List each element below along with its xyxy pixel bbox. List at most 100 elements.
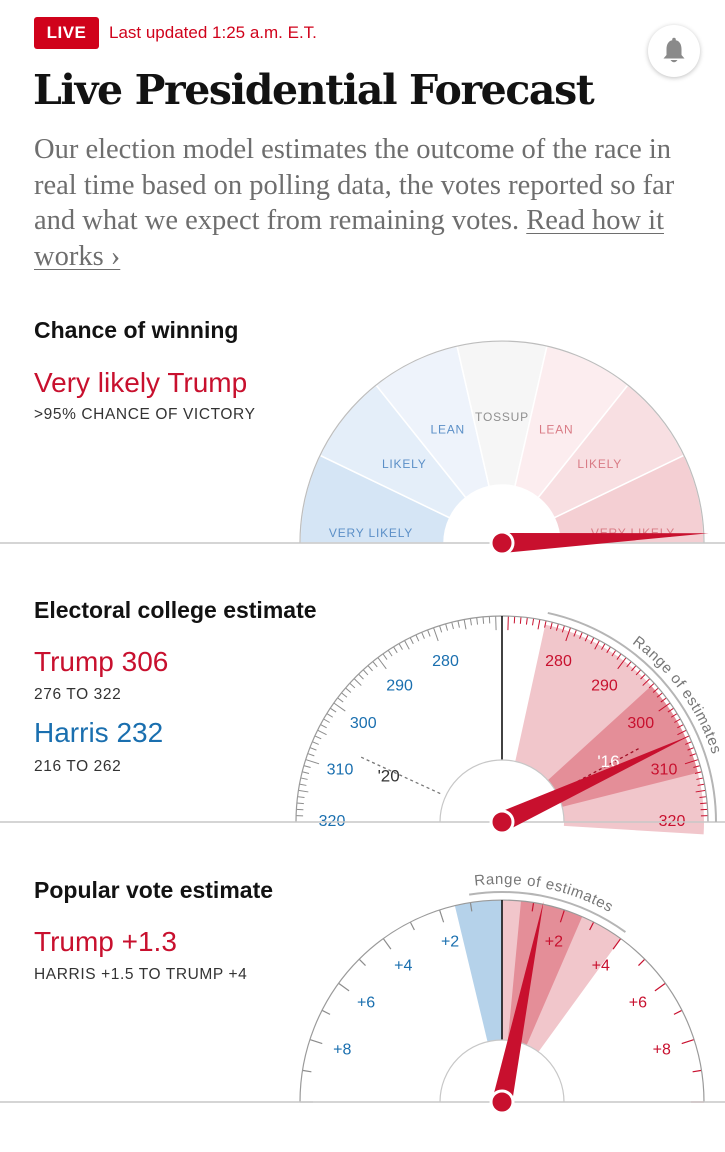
ec-tick-harris	[317, 729, 327, 736]
ec-tick-harris	[393, 646, 398, 654]
ec-tick-harris	[439, 625, 443, 633]
page-title: Live Presidential Forecast	[33, 66, 595, 114]
ec-tick-harris	[421, 632, 425, 639]
ec-tick-trump	[699, 796, 707, 799]
ec-tick-harris	[314, 735, 322, 740]
ec-tick-trump	[573, 629, 577, 637]
ec-tick-trump	[617, 657, 627, 670]
ec-tick-trump	[658, 702, 671, 712]
notification-bell-button[interactable]	[648, 25, 700, 77]
ec-tick-label-harris: 280	[432, 653, 459, 670]
ec-tick-harris	[482, 616, 485, 624]
chance-segment-label: VERY LIKELY	[329, 526, 413, 540]
electoral-harris-estimate: Harris 232	[34, 717, 164, 748]
pv-tick-trump	[589, 921, 595, 931]
ec-tick-harris	[298, 789, 309, 793]
ec-needle	[497, 735, 691, 832]
pv-tick-label-trump: +8	[653, 1041, 671, 1058]
ec-tick-harris	[353, 678, 362, 686]
chance-gauge-outline	[299, 340, 705, 544]
chance-segment-label: LIKELY	[577, 457, 622, 471]
ec-tick-trump	[642, 678, 651, 686]
ec-tick-trump	[640, 673, 646, 680]
ec-tick-trump	[648, 682, 655, 689]
ec-tick-trump	[550, 622, 553, 630]
pv-tick-harris	[409, 921, 415, 931]
ec-tick-label-trump: 300	[627, 715, 654, 732]
ec-tick-trump	[601, 643, 606, 650]
ec-tick-trump	[695, 789, 706, 793]
ec-tick-label-trump: 280	[545, 653, 572, 670]
pv-tick-trump	[531, 902, 535, 912]
ec-past-marker-line	[358, 755, 441, 795]
ec-tick-trump	[685, 741, 692, 745]
pv-tick-trump	[559, 909, 565, 923]
chance-segment-label: LEAN	[430, 423, 465, 437]
last-updated-text: Last updated 1:25 a.m. E.T.	[109, 23, 317, 42]
pv-tick-trump	[654, 982, 666, 992]
chance-segment-label: LIKELY	[382, 457, 427, 471]
intro-text: Our election model estimates the outcome…	[34, 134, 675, 236]
ec-tick-harris	[312, 741, 319, 745]
ec-tick-trump	[626, 661, 632, 668]
ec-tick-harris	[463, 619, 467, 630]
pv-tick-harris	[358, 958, 366, 966]
pv-tick-trump	[612, 938, 622, 950]
electoral-trump-estimate: Trump 306	[34, 646, 169, 677]
popular-estimate: Trump +1.3	[34, 926, 177, 957]
ec-tick-trump	[544, 620, 547, 628]
ec-tick-trump	[519, 616, 522, 624]
pv-tick-label-harris: +2	[441, 933, 459, 950]
ec-tick-trump	[561, 625, 565, 633]
ec-tick-harris	[299, 783, 307, 786]
ec-tick-trump	[656, 692, 663, 698]
ec-tick-harris	[476, 617, 479, 625]
ec-tick-harris	[445, 623, 449, 631]
chance-needle-hub	[489, 530, 515, 556]
pv-tick-label-harris: +4	[394, 957, 412, 974]
ec-tick-harris	[404, 640, 410, 650]
ec-tick-harris	[309, 747, 317, 751]
ec-tick-harris	[297, 796, 305, 799]
read-how-it-works-link[interactable]: Read how it works ›	[34, 205, 664, 272]
ec-tick-trump	[555, 623, 559, 631]
ec-tick-trump	[635, 669, 642, 676]
ec-tick-trump	[670, 713, 678, 718]
pv-needle	[492, 901, 544, 1105]
ec-tick-harris	[330, 707, 337, 713]
chance-verdict: Very likely Trump	[34, 367, 248, 398]
ec-tick-trump	[537, 619, 541, 630]
pv-needle-hub	[489, 1089, 515, 1115]
live-badge: LIVE	[34, 17, 99, 49]
ec-tick-harris	[307, 753, 315, 757]
ec-tick-harris	[372, 661, 378, 668]
electoral-harris-range: 216 TO 262	[34, 758, 122, 775]
ec-tick-harris	[296, 802, 304, 805]
ec-tick-harris	[333, 702, 346, 712]
ec-tick-harris	[349, 682, 356, 689]
pv-tick-label-harris: +8	[333, 1041, 351, 1058]
popular-range: HARRIS +1.5 TO TRUMP +4	[34, 966, 248, 983]
ec-tick-harris	[415, 634, 420, 642]
chance-subtext: >95% CHANCE OF VICTORY	[34, 406, 256, 423]
ec-tick-trump	[579, 632, 583, 639]
ec-tick-harris	[387, 650, 393, 657]
ec-tick-harris	[427, 629, 431, 637]
ec-tick-harris	[377, 657, 387, 670]
pv-tick-trump	[692, 1069, 702, 1073]
ec-tick-harris	[367, 665, 373, 672]
pv-tick-harris	[338, 982, 350, 992]
pv-range-harris	[454, 900, 502, 1042]
ec-tick-trump	[660, 697, 667, 703]
ec-tick-trump	[584, 634, 589, 642]
pv-tick-harris	[302, 1069, 312, 1073]
ec-tick-harris	[469, 618, 472, 626]
ec-tick-label-harris: 310	[327, 762, 354, 779]
ec-past-marker-label: '20	[378, 766, 400, 785]
ec-tick-harris	[300, 777, 308, 780]
ec-tick-harris	[409, 637, 414, 645]
ec-tick-trump	[694, 771, 702, 774]
electoral-gauge: 280290300310320280290300310320'20'16Rang…	[0, 611, 725, 835]
ec-tick-harris	[341, 692, 348, 698]
ec-tick-harris	[433, 627, 439, 642]
